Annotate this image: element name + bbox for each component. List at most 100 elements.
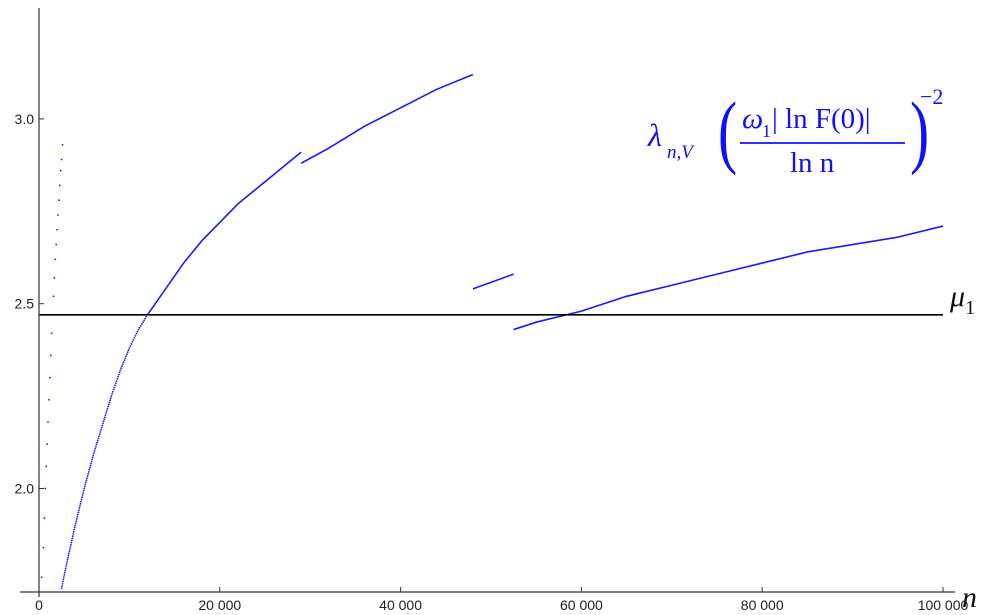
series-dot (117, 375, 119, 378)
series-dot (102, 420, 105, 423)
series-dot (80, 500, 82, 503)
series-dot (91, 456, 94, 459)
series-dot (140, 323, 143, 325)
series-dot (115, 380, 118, 382)
series-dot (101, 424, 104, 427)
series-dot (136, 330, 139, 333)
series-dot (83, 485, 86, 488)
series-line-3 (300, 73, 474, 164)
series-dot (66, 560, 68, 563)
series-dot (134, 334, 137, 337)
x-tick-label: 80 000 (741, 597, 784, 613)
series-dot (97, 437, 100, 440)
series-dot (109, 399, 111, 402)
series-dot (85, 479, 88, 482)
series-dot (76, 513, 79, 516)
series-dot (87, 473, 90, 475)
series-dot (112, 388, 115, 391)
series-dot (132, 338, 135, 341)
series-dot (68, 550, 71, 553)
series-dot (58, 184, 61, 187)
y-tick-label: 2.5 (15, 296, 35, 312)
series-dot (123, 359, 126, 362)
formula-right-paren: ) (910, 86, 929, 176)
formula-lambda-subscript: n,V (667, 142, 695, 163)
series-dot (80, 498, 83, 501)
series-dot (125, 355, 128, 358)
series-dot (114, 384, 116, 387)
series-dot (62, 578, 65, 581)
series-dot (120, 367, 123, 370)
series-dot (126, 353, 128, 355)
series-dotted-0 (40, 143, 64, 579)
series-dot (63, 571, 66, 574)
series-dot (81, 496, 83, 499)
series-dot (88, 466, 91, 469)
series-dot (143, 319, 145, 322)
series-dot (126, 351, 129, 353)
series-dot (78, 507, 81, 509)
formula-exponent: −2 (920, 84, 943, 109)
series-dot (89, 464, 92, 467)
x-tick-label: 40 000 (379, 597, 422, 613)
series-dot (57, 199, 60, 202)
series-dot (90, 462, 92, 465)
series-dot (100, 429, 102, 431)
series-dot (95, 443, 98, 446)
series-dot (69, 545, 72, 548)
x-tick-label: 100 000 (918, 597, 969, 613)
series-dot (138, 326, 141, 329)
series-dot (119, 369, 122, 372)
series-dot (90, 460, 93, 463)
series-dot (96, 441, 99, 444)
series-dot (45, 465, 48, 468)
series-dot (135, 332, 138, 335)
formula-left-paren: ( (718, 86, 737, 176)
mu-symbol: μ (949, 280, 965, 313)
series-dot (50, 332, 53, 335)
series-dot (110, 395, 113, 397)
series-dot (63, 574, 66, 576)
x-tick-label: 0 (35, 597, 43, 613)
formula-lambda: λ (647, 117, 662, 153)
series-dot (122, 361, 125, 364)
series-dot (105, 409, 108, 412)
series-dot (70, 539, 73, 542)
series-dot (94, 448, 97, 450)
series-dot (100, 426, 103, 429)
series-dot (61, 585, 63, 587)
series-dot (87, 470, 90, 473)
series-dot (62, 576, 65, 579)
series-dot (48, 398, 50, 401)
series-dot (124, 357, 127, 360)
series-dot (118, 371, 121, 374)
series-dot (108, 401, 111, 404)
series-dot (72, 530, 75, 533)
series-dot (44, 487, 47, 490)
series-dot (133, 336, 136, 339)
x-ticks: 0 20 000 40 000 60 000 80 000 100 000 (35, 587, 969, 613)
series-dot (47, 421, 49, 423)
series-dot (76, 515, 79, 518)
formula-denominator: ln n (790, 147, 835, 179)
series-dot (111, 390, 114, 393)
series-formula-label: λ n,V ( ω 1 | ln F(0)| ln n ) −2 (647, 84, 943, 179)
series-dot (117, 373, 120, 376)
series-dot (88, 468, 91, 471)
x-tick-label: 20 000 (198, 597, 241, 613)
series-dot (84, 483, 87, 486)
y-tick-label: 3.0 (15, 111, 35, 127)
series-dot (116, 377, 119, 380)
series-dot (104, 414, 107, 417)
series-dot (65, 565, 68, 568)
series-dot (66, 558, 69, 561)
series-dot (75, 520, 78, 523)
series-dot (74, 524, 77, 527)
series-dot (54, 258, 57, 261)
series-dot (55, 243, 58, 246)
series-dot (57, 214, 59, 216)
series-dot (60, 587, 63, 590)
series-line-4 (472, 273, 514, 290)
series-dot (107, 405, 109, 408)
